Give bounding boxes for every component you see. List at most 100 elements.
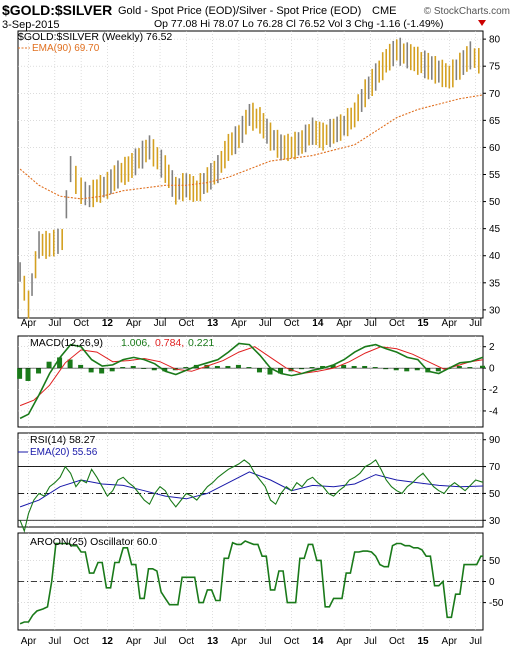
rsi-legend-ema: EMA(20) 55.56: [30, 447, 98, 458]
x-tick-label: Oct: [284, 318, 300, 329]
macd-histogram-bar: [162, 368, 168, 372]
y-tick-label: 75: [489, 62, 501, 73]
macd-line: [19, 342, 484, 420]
rsi-legend-label: RSI(14) 58.27: [30, 434, 96, 446]
exchange-label: CME: [372, 5, 396, 17]
x-tick-label: Jul: [469, 318, 482, 329]
x-tick-label: Jul: [364, 318, 377, 329]
macd-histogram-bar: [130, 365, 136, 369]
y-tick-label: -50: [489, 598, 504, 609]
x-tick-label: Jul: [154, 318, 167, 329]
y-tick-label: 90: [489, 435, 501, 446]
y-tick-label: 50: [489, 556, 501, 567]
x-tick-label: Oct: [179, 636, 195, 647]
price-legend-ema: EMA(90) 69.70: [32, 43, 100, 54]
x-tick-label: Oct: [389, 318, 405, 329]
macd-histogram-bar: [435, 368, 441, 372]
y-tick-label: 30: [489, 516, 501, 527]
macd-histogram-bar: [309, 367, 315, 369]
x-tick-label: 14: [312, 636, 324, 647]
y-tick-label: 70: [489, 462, 501, 473]
price-panel: 30 35 40 45 50 55 60 65 70 75 80: [17, 30, 501, 319]
macd-histogram-bar: [36, 368, 42, 374]
macd-histogram-bar: [372, 367, 378, 369]
y-tick-label: 0: [489, 577, 495, 588]
x-tick-label: Oct: [284, 636, 300, 647]
y-tick-label: 35: [489, 278, 501, 289]
macd-legend-histogram: 0.221: [188, 337, 214, 349]
macd-histogram-bar: [151, 368, 157, 371]
aroon-line: [19, 540, 483, 625]
x-tick-label: 12: [102, 636, 114, 647]
source-credit: © StockCharts.com: [424, 6, 510, 17]
macd-histogram-bar: [467, 367, 473, 369]
macd-legend-signal: 0.784,: [155, 337, 184, 349]
aroon-legend: AROON(25) Oscillator 60.0: [30, 536, 157, 548]
x-tick-label: Apr: [126, 636, 142, 647]
symbol-title: $GOLD:$SILVER: [2, 2, 112, 18]
x-tick-label: Apr: [231, 636, 247, 647]
x-tick-label: Oct: [179, 318, 195, 329]
x-tick-label: Apr: [442, 318, 458, 329]
macd-histogram-bar: [17, 368, 23, 379]
y-tick-label: -4: [489, 406, 498, 417]
rsi-legend: RSI(14) 58.27 EMA(20) 55.56: [18, 434, 98, 458]
x-tick-label: Apr: [231, 318, 247, 329]
x-tick-label: Apr: [336, 318, 352, 329]
price-legend-symbol: $GOLD:$SILVER (Weekly) 76.52: [18, 31, 172, 43]
y-tick-label: 45: [489, 224, 501, 235]
macd-histogram-bar: [362, 365, 368, 369]
ohlc-readout: Op 77.08 Hi 78.07 Lo 76.28 Cl 76.52 Vol …: [154, 18, 444, 30]
macd-histogram-bar: [256, 368, 262, 373]
macd-histogram-bar: [99, 368, 105, 374]
x-tick-label: Oct: [73, 318, 89, 329]
panel-frame: [17, 335, 484, 428]
chart-date: 3-Sep-2015: [2, 19, 60, 31]
macd-histogram-bar: [25, 368, 31, 381]
macd-histogram-bar: [278, 368, 284, 374]
macd-histogram-bar: [183, 367, 189, 369]
y-tick-label: -2: [489, 385, 498, 396]
price-legend: $GOLD:$SILVER (Weekly) 76.52 EMA(90) 69.…: [18, 31, 172, 54]
x-tick-label: Jul: [154, 636, 167, 647]
macd-legend-label: MACD(12,26,9): [30, 337, 103, 349]
macd-histogram-bar: [341, 364, 347, 369]
x-tick-label: 15: [417, 636, 429, 647]
x-tick-label: Jul: [48, 318, 61, 329]
symbol-description: Gold - Spot Price (EOD)/Silver - Spot Pr…: [118, 5, 361, 17]
x-tick-label: 12: [102, 318, 114, 329]
x-tick-label: Apr: [21, 636, 37, 647]
y-tick-label: 0: [489, 364, 495, 375]
macd-histogram-bar: [267, 368, 273, 375]
macd-histogram-bar: [404, 368, 410, 372]
x-tick-label: 15: [417, 318, 429, 329]
x-tick-label: Apr: [126, 318, 142, 329]
macd-histogram-bar: [109, 368, 115, 372]
aroon-panel: -50 0 50: [17, 532, 504, 631]
x-tick-label: 13: [207, 636, 219, 647]
chart-header: $GOLD:$SILVER Gold - Spot Price (EOD)/Si…: [2, 2, 510, 31]
x-tick-label: Jul: [364, 636, 377, 647]
x-tick-label: Jul: [469, 636, 482, 647]
x-tick-label: Apr: [442, 636, 458, 647]
x-tick-label: Apr: [21, 318, 37, 329]
macd-legend-value: 1.006,: [121, 337, 150, 349]
macd-histogram-bar: [120, 367, 126, 369]
macd-histogram-bar: [78, 364, 84, 369]
y-tick-label: 40: [489, 251, 501, 262]
macd-histogram-bar: [246, 367, 252, 369]
y-tick-label: 80: [489, 35, 501, 46]
rsi-ema-line: [19, 471, 484, 508]
rsi-line: [19, 459, 484, 533]
ema90-line: [19, 94, 484, 200]
macd-histogram-bar: [88, 368, 94, 373]
macd-histogram-bar: [383, 368, 389, 370]
rsi-panel: 30 50 70 90: [17, 432, 501, 533]
macd-histogram-bar: [299, 368, 305, 370]
x-axis: Apr Apr Jul Jul Oct Oct 12 12 Apr Apr Jul Jul Oct Oct…: [21, 318, 482, 647]
macd-histogram-bar: [351, 365, 357, 369]
y-tick-label: 2: [489, 342, 495, 353]
x-tick-label: Jul: [48, 636, 61, 647]
x-tick-label: Apr: [336, 636, 352, 647]
